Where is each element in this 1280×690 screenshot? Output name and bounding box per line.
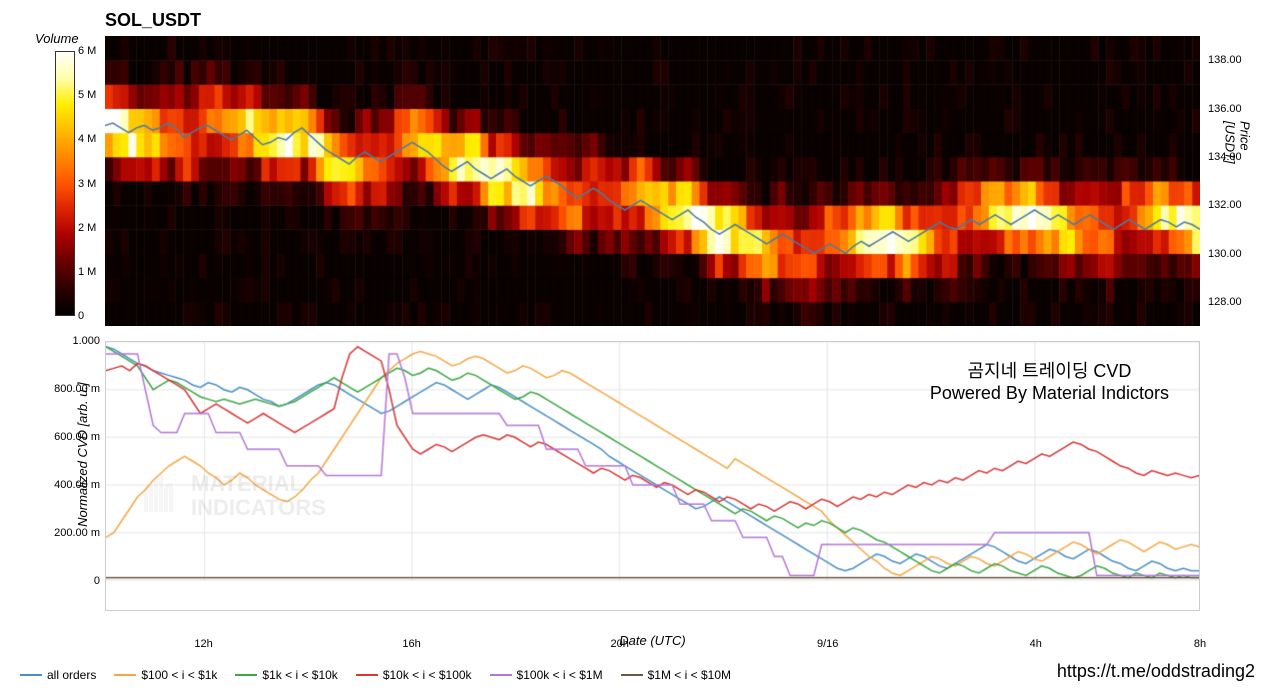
colorbar-tick: 1 M bbox=[78, 266, 96, 278]
cvd-ytick: 400.00 m bbox=[54, 479, 100, 491]
x-tick: 12h bbox=[194, 638, 212, 650]
colorbar bbox=[55, 51, 75, 316]
x-axis: 12h16h20h9/164h8h Date (UTC) bbox=[105, 633, 1200, 673]
legend-item: $10k < i < $100k bbox=[356, 668, 472, 682]
annotation-text: 곰지네 트레이딩 CVD Powered By Material Indicto… bbox=[930, 357, 1169, 404]
x-tick: 16h bbox=[402, 638, 420, 650]
heatmap-chart bbox=[105, 36, 1200, 326]
legend-item: $100 < i < $1k bbox=[114, 668, 217, 682]
x-tick: 8h bbox=[1194, 638, 1206, 650]
legend-label: $10k < i < $100k bbox=[383, 668, 472, 682]
x-tick: 20h bbox=[610, 638, 628, 650]
legend-line-icon bbox=[235, 674, 257, 676]
legend-item: all orders bbox=[20, 668, 96, 682]
colorbar-label: Volume bbox=[35, 31, 79, 46]
price-tick: 132.00 bbox=[1208, 199, 1242, 211]
cvd-ylabel: Normalized CVD [arb. u.] bbox=[75, 382, 90, 526]
x-tick: 9/16 bbox=[817, 638, 838, 650]
colorbar-ticks: 6 M5 M4 M3 M2 M1 M0 bbox=[78, 51, 108, 316]
legend-item: $1M < i < $10M bbox=[621, 668, 731, 682]
price-tick: 128.00 bbox=[1208, 296, 1242, 308]
legend-line-icon bbox=[20, 674, 42, 676]
legend-line-icon bbox=[621, 674, 643, 676]
heatmap-panel: Volume 6 M5 M4 M3 M2 M1 M0 138.00136.001… bbox=[20, 36, 1260, 326]
colorbar-tick: 5 M bbox=[78, 89, 96, 101]
colorbar-tick: 3 M bbox=[78, 178, 96, 190]
legend-label: $1k < i < $10k bbox=[262, 668, 337, 682]
cvd-chart: MATERIAL INDICATORS 곰지네 트레이딩 CVD Powered… bbox=[105, 341, 1200, 611]
price-axis: 138.00136.00134.00132.00130.00128.00 Pri… bbox=[1200, 36, 1260, 326]
price-axis-label: Price [USDT] bbox=[1223, 121, 1253, 196]
chart-title: SOL_USDT bbox=[105, 10, 1260, 31]
legend-label: $1M < i < $10M bbox=[648, 668, 731, 682]
colorbar-tick: 0 bbox=[78, 310, 84, 322]
footer-link[interactable]: https://t.me/oddstrading2 bbox=[1057, 661, 1255, 682]
cvd-ytick: 800.00 m bbox=[54, 383, 100, 395]
cvd-ytick: 200.00 m bbox=[54, 527, 100, 539]
cvd-ytick: 600.00 m bbox=[54, 431, 100, 443]
cvd-ytick: 1.000 bbox=[72, 335, 100, 347]
cvd-panel: Normalized CVD [arb. u.] 1.000800.00 m60… bbox=[20, 341, 1260, 611]
price-tick: 138.00 bbox=[1208, 54, 1242, 66]
x-tick: 4h bbox=[1030, 638, 1042, 650]
colorbar-tick: 6 M bbox=[78, 45, 96, 57]
legend-line-icon bbox=[356, 674, 378, 676]
heatmap-canvas bbox=[105, 36, 1200, 326]
legend-label: $100k < i < $1M bbox=[517, 668, 603, 682]
price-tick: 130.00 bbox=[1208, 248, 1242, 260]
legend-item: $100k < i < $1M bbox=[490, 668, 603, 682]
legend-line-icon bbox=[114, 674, 136, 676]
legend-label: all orders bbox=[47, 668, 96, 682]
legend-line-icon bbox=[490, 674, 512, 676]
cvd-yaxis: Normalized CVD [arb. u.] 1.000800.00 m60… bbox=[20, 341, 105, 611]
price-tick: 136.00 bbox=[1208, 103, 1242, 115]
legend-label: $100 < i < $1k bbox=[141, 668, 217, 682]
colorbar-area: Volume 6 M5 M4 M3 M2 M1 M0 bbox=[20, 36, 105, 326]
legend-item: $1k < i < $10k bbox=[235, 668, 337, 682]
cvd-ytick: 0 bbox=[94, 575, 100, 587]
colorbar-tick: 2 M bbox=[78, 222, 96, 234]
colorbar-tick: 4 M bbox=[78, 133, 96, 145]
legend: all orders $100 < i < $1k $1k < i < $10k $1… bbox=[20, 668, 731, 682]
